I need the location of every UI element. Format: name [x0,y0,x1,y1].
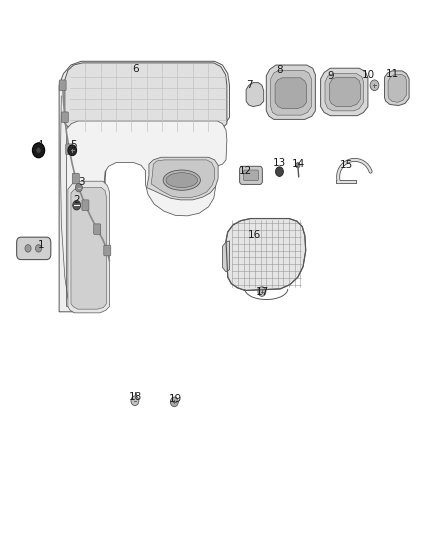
FancyBboxPatch shape [104,245,111,256]
Polygon shape [223,241,230,272]
Circle shape [73,200,81,210]
Circle shape [35,245,42,252]
FancyBboxPatch shape [240,166,262,184]
Polygon shape [226,219,306,290]
Circle shape [68,145,77,156]
Circle shape [25,245,31,252]
FancyBboxPatch shape [66,144,73,155]
Text: 12: 12 [239,166,252,175]
Polygon shape [246,83,264,107]
Text: 10: 10 [361,70,374,79]
Circle shape [170,397,178,407]
Polygon shape [271,70,311,115]
Circle shape [32,143,45,158]
FancyBboxPatch shape [72,173,79,184]
FancyBboxPatch shape [17,237,51,260]
Circle shape [131,396,139,406]
Text: 13: 13 [273,158,286,167]
Polygon shape [321,68,368,116]
FancyBboxPatch shape [82,200,89,211]
Circle shape [296,163,300,168]
Text: 7: 7 [246,80,253,90]
Text: 5: 5 [70,140,77,150]
Ellipse shape [163,170,200,190]
Polygon shape [65,63,227,131]
Text: 19: 19 [169,394,182,403]
Text: 3: 3 [78,177,85,187]
Circle shape [36,148,41,153]
FancyBboxPatch shape [94,224,101,235]
Text: 14: 14 [292,159,305,168]
Polygon shape [329,77,360,107]
Text: 11: 11 [385,69,399,78]
FancyBboxPatch shape [59,80,66,91]
Polygon shape [68,181,110,313]
Text: 15: 15 [339,160,353,170]
Polygon shape [67,121,227,308]
Text: 6: 6 [132,64,139,74]
Polygon shape [266,65,315,119]
Circle shape [258,287,266,296]
FancyBboxPatch shape [244,170,258,181]
Polygon shape [151,160,215,198]
Polygon shape [59,61,230,312]
Circle shape [276,167,283,176]
FancyBboxPatch shape [61,112,68,123]
Circle shape [370,80,379,91]
Polygon shape [147,157,218,200]
Text: 9: 9 [328,71,335,80]
Text: 17: 17 [256,287,269,297]
Polygon shape [385,71,409,106]
Polygon shape [388,75,406,102]
Text: 8: 8 [276,66,283,75]
Text: 4: 4 [36,140,43,150]
Polygon shape [275,78,307,109]
Circle shape [75,183,82,192]
Text: 18: 18 [129,392,142,402]
Text: 1: 1 [38,240,45,250]
Polygon shape [71,188,106,309]
Text: 2: 2 [73,195,80,205]
Polygon shape [325,74,364,111]
Ellipse shape [166,173,198,188]
Text: 16: 16 [247,230,261,239]
